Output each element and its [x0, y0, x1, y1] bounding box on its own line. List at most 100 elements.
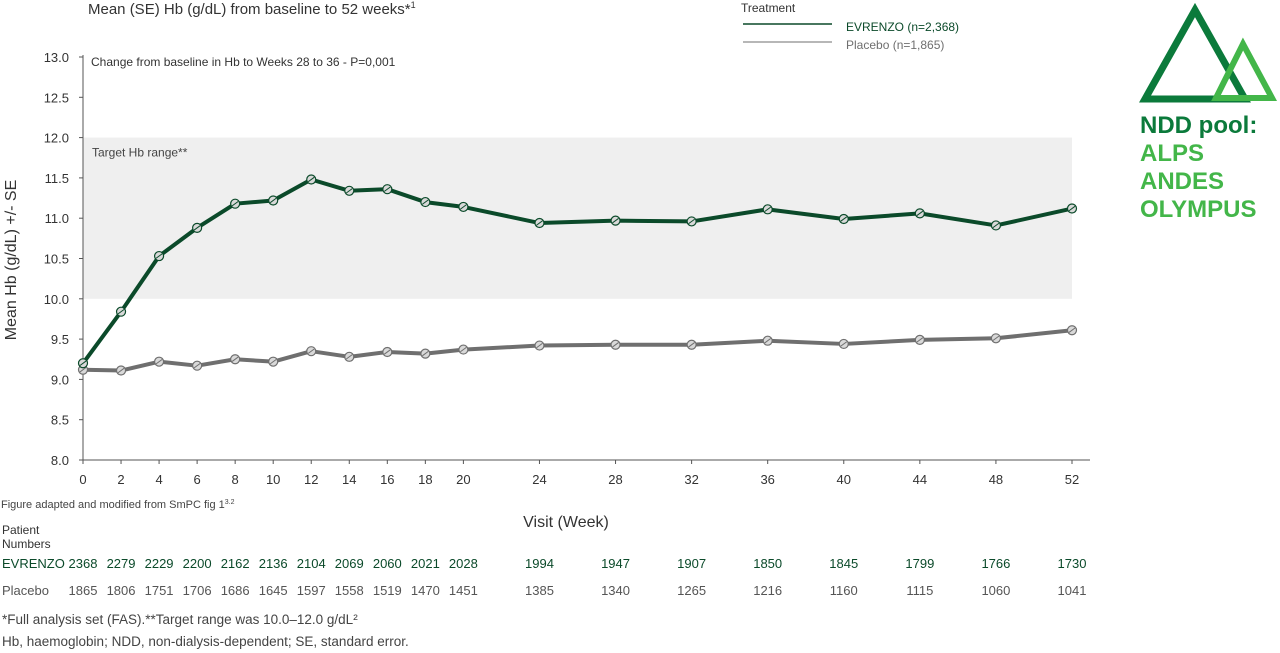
brand-logo-triangles [1139, 2, 1278, 103]
p-value-annotation: Change from baseline in Hb to Weeks 28 t… [91, 55, 396, 69]
x-tick-label: 20 [456, 472, 470, 487]
data-point-marker-slash [384, 349, 391, 355]
data-point-marker-slash [1068, 205, 1076, 212]
patient-count-evrenzo: 1947 [601, 556, 630, 571]
footnote-2: Hb, haemoglobin; NDD, non-dialysis-depen… [2, 634, 409, 649]
data-point-marker-slash [840, 341, 848, 347]
y-tick-label: 10.0 [44, 292, 69, 307]
x-tick-label: 0 [79, 472, 86, 487]
footnote-1: *Full analysis set (FAS).**Target range … [2, 612, 358, 627]
data-point-marker-slash [764, 206, 771, 212]
data-point-marker-slash [384, 186, 391, 192]
light-triangle-icon [1211, 37, 1278, 101]
patient-count-placebo: 1385 [525, 583, 554, 598]
data-point-marker-slash [612, 218, 619, 224]
source-note: Figure adapted and modified from SmPC fi… [1, 499, 235, 511]
x-tick-label: 4 [155, 472, 162, 487]
y-tick-label: 12.5 [44, 90, 69, 105]
series-group [77, 174, 1078, 376]
patient-count-evrenzo: 1845 [829, 556, 858, 571]
data-point-marker-slash [612, 342, 619, 348]
data-point-marker-slash [193, 225, 201, 231]
data-point-marker-slash [536, 342, 543, 349]
patient-numbers-header-2: Numbers [2, 537, 51, 551]
legend-label-evrenzo: EVRENZO (n=2,368) [846, 20, 959, 34]
data-point-marker-slash [269, 359, 277, 365]
x-tick-label: 40 [837, 472, 851, 487]
x-tick-label: 16 [380, 472, 394, 487]
x-tick-label: 12 [304, 472, 318, 487]
data-point-marker-slash [345, 188, 353, 194]
y-tick-label: 12.0 [44, 131, 69, 146]
data-point-marker-slash [764, 338, 771, 344]
x-tick-label: 52 [1065, 472, 1079, 487]
chart-title: Mean (SE) Hb (g/dL) from baseline to 52 … [88, 0, 416, 18]
patient-count-placebo: 1060 [981, 583, 1010, 598]
data-point-marker-slash [307, 348, 315, 354]
y-tick-label: 11.5 [45, 171, 69, 186]
x-tick-label: 10 [266, 472, 280, 487]
legend-label-placebo: Placebo (n=1,865) [846, 38, 944, 52]
patient-count-placebo: 1645 [259, 583, 288, 598]
patient-count-evrenzo: 1994 [525, 556, 554, 571]
data-point-marker-slash [307, 176, 315, 183]
data-point-marker-slash [117, 309, 125, 315]
data-point-marker-slash [916, 337, 924, 343]
dark-triangle-icon [1139, 2, 1251, 103]
brand-line-1: NDD pool: [1140, 112, 1258, 139]
row-label-evrenzo: EVRENZO [2, 556, 65, 571]
patient-count-evrenzo: 2200 [183, 556, 212, 571]
target-hb-band [83, 137, 1072, 299]
series-line-placebo [81, 328, 1074, 373]
legend: Treatment EVRENZO (n=2,368) Placebo (n=1… [741, 1, 959, 52]
data-point-marker-slash [422, 351, 429, 357]
patient-count-evrenzo: 2162 [221, 556, 250, 571]
patient-count-placebo: 1160 [830, 583, 858, 598]
patient-count-evrenzo: 2060 [373, 556, 402, 571]
x-tick-label: 48 [989, 472, 1003, 487]
patient-count-evrenzo: 1907 [677, 556, 706, 571]
patient-count-evrenzo: 1799 [905, 556, 934, 571]
data-point-marker-slash [79, 360, 87, 366]
y-tick-label: 9.0 [51, 372, 69, 387]
patient-count-placebo: 1751 [145, 583, 174, 598]
patient-count-evrenzo: 1766 [981, 556, 1010, 571]
row-label-placebo: Placebo [2, 583, 49, 598]
patient-count-evrenzo: 1730 [1058, 556, 1087, 571]
patient-count-placebo: 1686 [221, 583, 250, 598]
x-tick-label: 28 [608, 472, 622, 487]
x-tick-label: 32 [684, 472, 698, 487]
target-hb-band-label: Target Hb range** [92, 146, 188, 160]
data-point-marker-slash [155, 359, 163, 365]
x-tick-label: 2 [117, 472, 124, 487]
data-point-marker-slash [345, 354, 353, 360]
y-tick-label: 8.5 [51, 413, 69, 428]
x-tick-label: 24 [532, 472, 546, 487]
patient-count-evrenzo: 2279 [107, 556, 136, 571]
legend-title: Treatment [741, 1, 796, 15]
data-point-marker-slash [916, 210, 924, 216]
data-point-marker-slash [79, 367, 87, 373]
y-tick-label: 13.0 [44, 50, 69, 65]
data-point-marker-slash [840, 216, 848, 222]
data-point-marker-slash [231, 356, 239, 362]
patient-count-placebo: 1558 [335, 583, 364, 598]
x-axis-ticks: 0 2 4 6 8 10 12 14 16 18 20 24 28 32 36 40 44 48 52 [79, 460, 1079, 487]
y-tick-label: 8.0 [51, 453, 69, 468]
patient-count-placebo: 1451 [449, 583, 478, 598]
x-tick-label: 8 [232, 472, 239, 487]
data-point-marker-slash [536, 220, 543, 226]
patient-count-placebo: 1115 [906, 583, 933, 598]
brand-line-3: ANDES [1140, 168, 1225, 195]
patient-count-evrenzo: 2368 [69, 556, 98, 571]
patient-count-evrenzo: 2021 [411, 556, 440, 571]
brand-line-4: OLYMPUS [1140, 196, 1257, 223]
data-point-marker-slash [155, 253, 163, 259]
patient-count-placebo: 1265 [677, 583, 706, 598]
x-tick-label: 44 [913, 472, 927, 487]
patient-count-placebo: 1597 [297, 583, 326, 598]
patient-count-evrenzo: 2104 [297, 556, 326, 571]
axes [82, 55, 1090, 461]
data-point-marker-slash [193, 363, 201, 369]
